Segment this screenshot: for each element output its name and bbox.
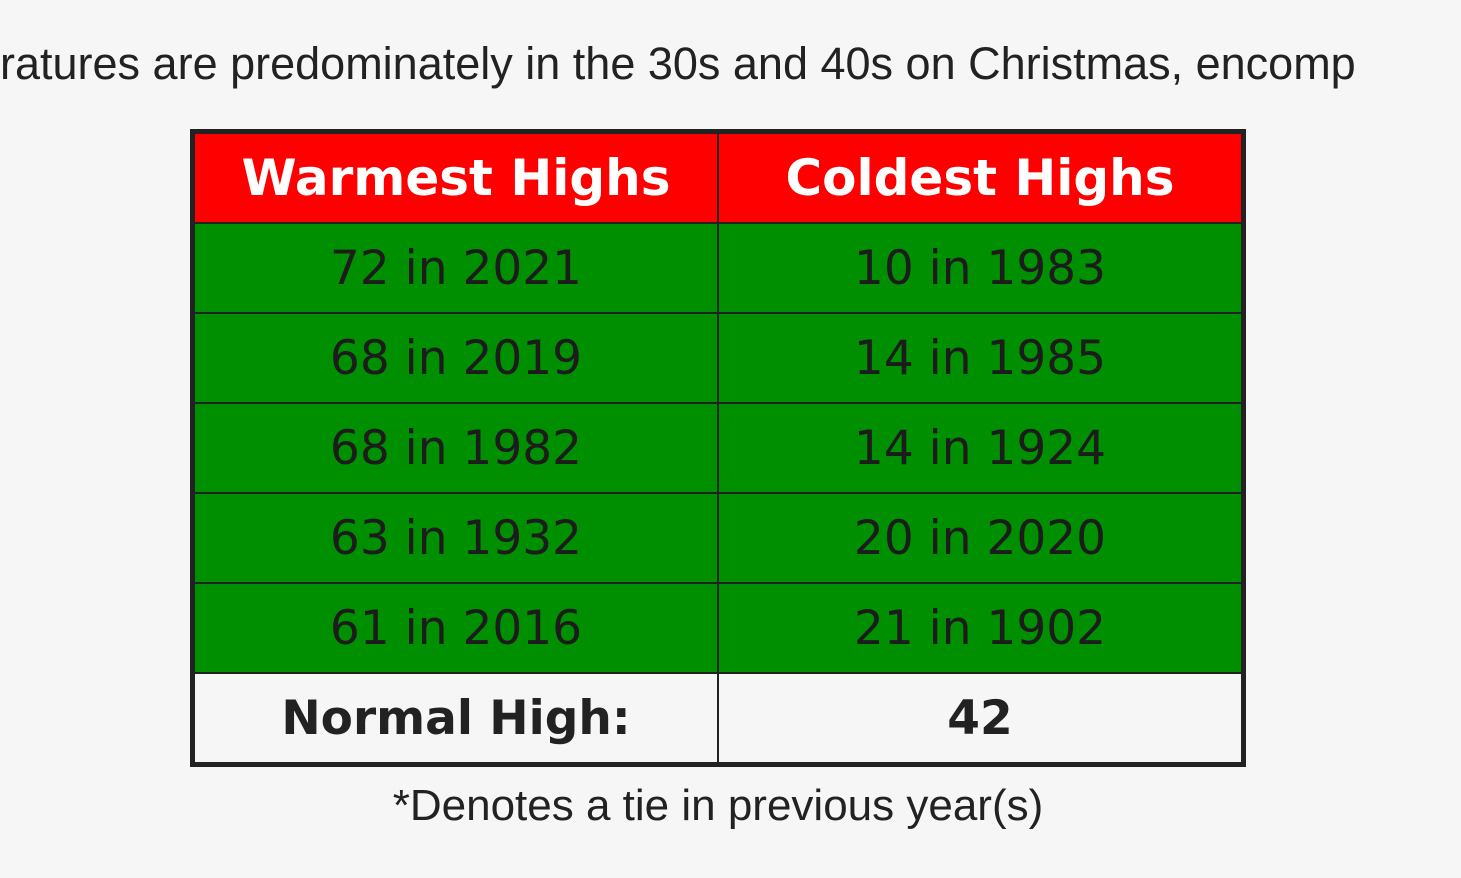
table-row: 63 in 1932 20 in 2020 [191, 492, 1245, 584]
table-cell: 20 in 2020 [717, 492, 1245, 584]
table-cell: 14 in 1985 [717, 312, 1245, 404]
table-cell: 10 in 1983 [717, 222, 1245, 314]
table-cell: 21 in 1902 [717, 582, 1245, 674]
footnote: *Denotes a tie in previous year(s) [392, 781, 1044, 830]
table-row: 61 in 2016 21 in 1902 [191, 582, 1245, 674]
table-cell: 68 in 1982 [191, 402, 719, 494]
header-cell: Coldest Highs [717, 130, 1245, 224]
header-row: Warmest Highs Coldest Highs [191, 130, 1245, 224]
footer-cell: 42 [717, 672, 1245, 766]
footer-cell: Normal High: [191, 672, 719, 766]
table-cell: 63 in 1932 [191, 492, 719, 584]
table-cell: 14 in 1924 [717, 402, 1245, 494]
table-cell: 72 in 2021 [191, 222, 719, 314]
table-row: 68 in 1982 14 in 1924 [191, 402, 1245, 494]
footer-row: Normal High: 42 [191, 672, 1245, 766]
table-row: 68 in 2019 14 in 1985 [191, 312, 1245, 404]
header-cell: Warmest Highs [191, 130, 719, 224]
table-cell: 68 in 2019 [191, 312, 719, 404]
intro-text: ratures are predominately in the 30s and… [0, 38, 1356, 89]
table-cell: 61 in 2016 [191, 582, 719, 674]
records-table: Warmest Highs Coldest Highs 72 in 2021 10 … [190, 129, 1246, 767]
table-row: 72 in 2021 10 in 1983 [191, 222, 1245, 314]
